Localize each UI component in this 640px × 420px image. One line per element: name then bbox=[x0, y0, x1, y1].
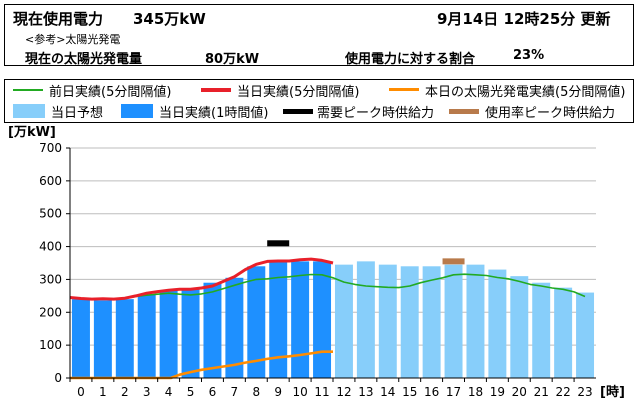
x-tick-label: 14 bbox=[380, 385, 395, 399]
x-tick-label: 22 bbox=[555, 385, 570, 399]
peak-marker bbox=[442, 258, 465, 265]
bar-hour-20 bbox=[510, 276, 529, 378]
x-tick-label: 21 bbox=[534, 385, 549, 399]
x-tick-label: 11 bbox=[314, 385, 329, 399]
y-tick-label: 300 bbox=[39, 272, 62, 286]
x-tick-label: 2 bbox=[121, 385, 129, 399]
bar-hour-19 bbox=[488, 269, 507, 378]
legend-swatch-prev-day bbox=[13, 89, 43, 91]
bar-hour-13 bbox=[356, 261, 375, 378]
bar-hour-7 bbox=[225, 277, 244, 378]
bar-hour-21 bbox=[532, 282, 551, 378]
bar-hour-0 bbox=[71, 299, 90, 378]
legend-label-forecast: 当日予想 bbox=[51, 106, 104, 121]
x-tick-label: 16 bbox=[424, 385, 439, 399]
legend-label-usage-peak: 使用率ピーク時供給力 bbox=[485, 106, 616, 121]
x-tick-label: 6 bbox=[209, 385, 217, 399]
bar-hour-11 bbox=[313, 261, 332, 378]
x-tick-label: 12 bbox=[336, 385, 351, 399]
series-line bbox=[69, 257, 334, 301]
x-tick-label: 18 bbox=[468, 385, 483, 399]
bar-hour-2 bbox=[115, 299, 134, 378]
x-tick-label: 9 bbox=[274, 385, 282, 399]
bar-hour-18 bbox=[466, 264, 485, 378]
bar-hour-8 bbox=[247, 266, 266, 378]
bar-hour-12 bbox=[334, 264, 353, 378]
y-tick-label: 100 bbox=[39, 338, 62, 352]
solar-output-value: 80万kW bbox=[205, 52, 260, 67]
legend-swatch-hourly bbox=[121, 104, 153, 118]
x-tick-label: 15 bbox=[402, 385, 417, 399]
bar-hour-22 bbox=[554, 287, 573, 378]
y-tick-label: 600 bbox=[39, 174, 62, 188]
solar-ratio-label: 使用電力に対する割合 bbox=[345, 52, 476, 67]
x-tick-label: 20 bbox=[512, 385, 527, 399]
info-panel: 現在使用電力 345万kW 9月14日 12時25分 更新 <参考>太陽光発電 … bbox=[4, 4, 634, 67]
x-tick-label: 7 bbox=[231, 385, 239, 399]
legend-swatch-forecast bbox=[13, 104, 45, 118]
legend-swatch-usage-peak bbox=[449, 109, 479, 114]
solar-ratio-value: 23% bbox=[513, 48, 545, 63]
bar-hour-6 bbox=[203, 282, 222, 378]
x-tick-label: 13 bbox=[358, 385, 373, 399]
x-tick-label: 23 bbox=[577, 385, 592, 399]
x-tick-label: 0 bbox=[77, 385, 85, 399]
legend-label-prev-day: 前日実績(5分間隔値) bbox=[49, 85, 172, 100]
y-tick-label: 400 bbox=[39, 240, 62, 254]
y-tick-label: 0 bbox=[54, 371, 62, 385]
x-tick-label: 5 bbox=[187, 385, 195, 399]
y-tick-label: 700 bbox=[39, 141, 62, 155]
legend-swatch-demand-peak bbox=[283, 109, 313, 114]
bar-hour-14 bbox=[378, 264, 397, 378]
current-usage-value: 345万kW bbox=[133, 10, 206, 28]
x-axis-label: [時] bbox=[600, 384, 625, 400]
bar-hour-17 bbox=[444, 264, 463, 378]
update-time: 9月14日 12時25分 更新 bbox=[437, 10, 611, 28]
y-axis-label: [万kW] bbox=[8, 125, 56, 140]
bar-hour-10 bbox=[291, 261, 310, 378]
bar-hour-3 bbox=[137, 294, 156, 378]
x-tick-label: 17 bbox=[446, 385, 461, 399]
bar-hour-4 bbox=[159, 290, 178, 378]
x-tick-label: 4 bbox=[165, 385, 173, 399]
legend-label-demand-peak: 需要ピーク時供給力 bbox=[317, 106, 435, 121]
solar-ref-label: <参考>太陽光発電 bbox=[25, 33, 121, 46]
bar-hour-5 bbox=[181, 289, 200, 378]
bar-hour-1 bbox=[93, 300, 112, 378]
x-tick-label: 8 bbox=[252, 385, 260, 399]
x-tick-label: 19 bbox=[490, 385, 505, 399]
series-line bbox=[69, 273, 586, 300]
legend-swatch-solar bbox=[389, 88, 419, 91]
x-tick-label: 3 bbox=[143, 385, 151, 399]
bar-hour-9 bbox=[269, 261, 288, 378]
legend-label-hourly: 当日実績(1時間値) bbox=[159, 106, 269, 121]
bar-hour-16 bbox=[422, 266, 441, 378]
bar-hour-15 bbox=[400, 266, 419, 378]
bar-hour-23 bbox=[576, 292, 595, 378]
axes bbox=[66, 147, 596, 382]
peak-marker bbox=[267, 240, 290, 247]
grid-lines bbox=[70, 147, 596, 346]
y-tick-label: 500 bbox=[39, 207, 62, 221]
bar-layer bbox=[71, 261, 595, 378]
legend-label-today: 当日実績(5分間隔値) bbox=[237, 85, 360, 100]
legend-swatch-today bbox=[201, 88, 231, 92]
current-usage-label: 現在使用電力 bbox=[13, 10, 104, 28]
solar-output-label: 現在の太陽光発電量 bbox=[25, 52, 143, 67]
y-tick-label: 200 bbox=[39, 305, 62, 319]
x-tick-label: 10 bbox=[292, 385, 307, 399]
chart-legend: 前日実績(5分間隔値) 当日実績(5分間隔値) 本日の太陽光発電実績(5分間隔値… bbox=[4, 79, 634, 123]
legend-label-solar: 本日の太陽光発電実績(5分間隔値) bbox=[425, 85, 626, 100]
x-tick-label: 1 bbox=[99, 385, 107, 399]
